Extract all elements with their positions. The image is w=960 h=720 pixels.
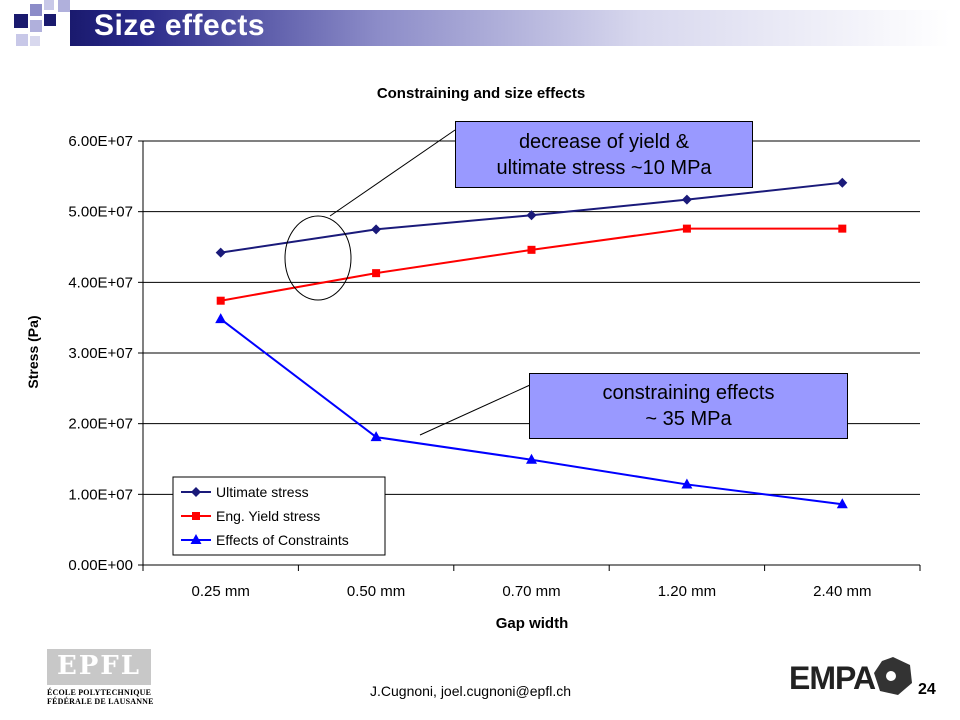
axes	[138, 140, 921, 571]
callout-size-effect: decrease of yield & ultimate stress ~10 …	[455, 121, 753, 188]
deco-square	[30, 20, 42, 32]
x-tick-label: 1.20 mm	[658, 583, 716, 600]
y-tick-labels: 0.00E+00 1.00E+07 2.00E+07 3.00E+07 4.00E+07…	[68, 133, 133, 574]
x-tick-labels: 0.25 mm 0.50 mm 0.70 mm 1.20 mm 2.40 mm	[192, 583, 872, 600]
data-point	[216, 296, 225, 305]
data-point	[371, 224, 382, 235]
y-tick-label: 1.00E+07	[68, 486, 133, 503]
deco-square	[16, 34, 28, 46]
highlight-ellipse	[284, 215, 352, 301]
slide-title: Size effects	[94, 9, 266, 42]
callout-line: ultimate stress ~10 MPa	[496, 156, 712, 179]
deco-square	[30, 36, 40, 46]
deco-square	[44, 0, 54, 10]
epfl-logo-mark: EPFL	[56, 651, 142, 681]
title-bar	[70, 10, 950, 46]
data-point	[370, 431, 382, 442]
gridlines	[143, 140, 920, 495]
data-point	[837, 177, 848, 188]
data-point	[215, 313, 227, 324]
deco-square	[30, 4, 42, 16]
empa-logo-icon	[874, 657, 912, 695]
x-tick-label: 2.40 mm	[813, 583, 871, 600]
data-point	[526, 453, 537, 464]
data-point	[372, 269, 381, 278]
legend-marker	[192, 512, 200, 520]
legend-marker	[191, 487, 201, 497]
page-number: 24	[918, 681, 936, 698]
deco-square	[58, 0, 70, 12]
legend-label: Eng. Yield stress	[216, 508, 320, 524]
epfl-logo: EPFL	[47, 649, 151, 685]
footer-author: J.Cugnoni, joel.cugnoni@epfl.ch	[370, 683, 572, 699]
y-tick-label: 6.00E+07	[68, 133, 133, 150]
callout-line: constraining effects	[602, 382, 775, 404]
data-point	[836, 498, 848, 509]
y-tick-label: 3.00E+07	[68, 345, 133, 362]
data-point	[681, 194, 692, 205]
callout-line: ~ 35 MPa	[645, 408, 732, 430]
data-point	[215, 247, 226, 258]
deco-square	[44, 14, 56, 26]
legend-label: Ultimate stress	[216, 484, 309, 500]
callout-line: decrease of yield &	[518, 130, 690, 153]
legend-label: Effects of Constraints	[216, 532, 349, 548]
legend: Ultimate stress Eng. Yield stress Effects …	[172, 476, 386, 556]
x-tick-label: 0.70 mm	[502, 583, 560, 600]
y-tick-label: 2.00E+07	[68, 416, 133, 433]
x-tick-label: 0.25 mm	[192, 583, 250, 600]
epfl-logo-text: FÉDÉRALE DE LAUSANNE	[47, 697, 154, 706]
series	[215, 177, 848, 509]
y-tick-label: 4.00E+07	[68, 274, 133, 291]
data-point	[838, 224, 847, 233]
chart: Constraining and size effects 0.00E+00 1.…	[25, 85, 921, 632]
callout-constraining-effect: constraining effects ~ 35 MPa	[529, 373, 848, 439]
empa-logo-dot	[886, 671, 896, 681]
callout-leader-bottom	[419, 384, 531, 436]
data-point	[681, 478, 693, 489]
y-tick-label: 5.00E+07	[68, 204, 133, 221]
y-axis-label: Stress (Pa)	[25, 315, 41, 388]
chart-title: Constraining and size effects	[377, 85, 585, 102]
data-point	[682, 224, 691, 233]
legend-marker	[190, 534, 202, 544]
x-axis-label: Gap width	[496, 615, 569, 632]
data-point	[526, 210, 537, 221]
epfl-logo-text: ÉCOLE POLYTECHNIQUE	[47, 688, 152, 697]
empa-logo-text: EMPA	[789, 660, 876, 696]
callout-leader-top	[329, 129, 456, 217]
deco-square	[14, 14, 28, 28]
x-tick-label: 0.50 mm	[347, 583, 405, 600]
data-point	[527, 245, 536, 254]
y-tick-label: 0.00E+00	[68, 557, 133, 574]
